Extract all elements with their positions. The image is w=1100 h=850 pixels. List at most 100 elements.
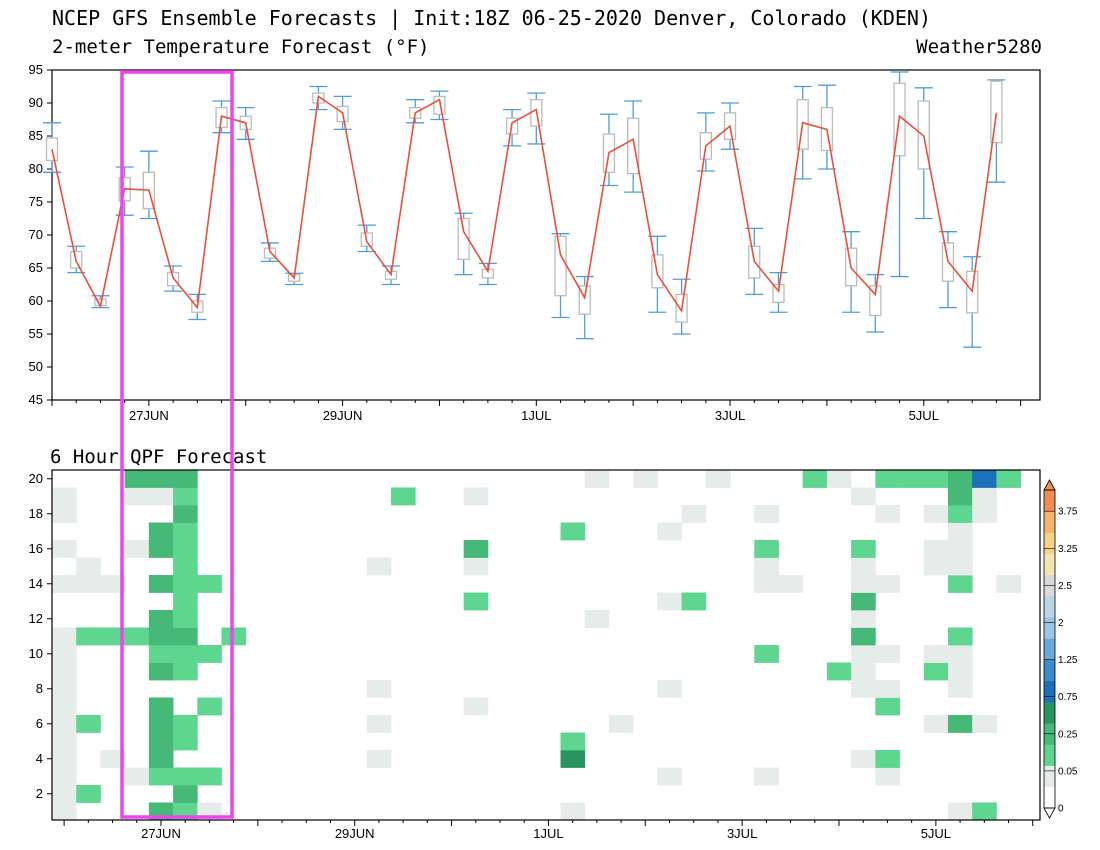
qpf-cell (875, 645, 900, 663)
qpf-y-tick-label: 4 (36, 751, 43, 766)
x-tick-label: 3JUL (715, 408, 745, 423)
qpf-cell (657, 522, 683, 541)
qpf-cell (148, 487, 174, 506)
qpf-cell (100, 575, 126, 593)
temperature-box-plot: 45 50 55 60 65 70 75 80 85 90 95 27JUN 29JUN 1JUL 3JUL… (29, 62, 1041, 423)
qpf-cell (875, 505, 900, 523)
y-tick-label: 60 (29, 293, 43, 308)
qpf-cell (802, 470, 828, 488)
qpf-cell (124, 767, 150, 786)
qpf-cell (875, 470, 900, 488)
qpf-cell (197, 697, 222, 716)
qpf-cell (754, 575, 779, 593)
qpf-cell (754, 540, 779, 558)
colorbar-label: 3.75 (1058, 507, 1078, 518)
qpf-y-tick-label: 16 (29, 541, 43, 556)
qpf-cell (754, 557, 779, 576)
qpf-cell (76, 715, 101, 733)
qpf-cell (923, 662, 949, 681)
colorbar-swatch (1044, 617, 1055, 639)
qpf-cell (947, 645, 973, 663)
qpf-cell (996, 470, 1022, 488)
box (578, 285, 591, 315)
qpf-x-tick-label: 29JUN (335, 826, 375, 841)
qpf-cell (173, 715, 198, 733)
qpf-cell (148, 750, 174, 768)
qpf-cell (851, 645, 876, 663)
qpf-cell (52, 732, 77, 751)
y-tick-label: 75 (29, 194, 43, 209)
credit-label: Weather5280 (916, 36, 1042, 58)
qpf-cell (947, 470, 973, 488)
qpf-cell (657, 767, 683, 786)
qpf-cell (148, 697, 174, 716)
qpf-cell (76, 575, 101, 593)
qpf-cell (851, 627, 876, 646)
qpf-cell (52, 662, 77, 681)
colorbar-label: 2 (1058, 618, 1064, 629)
qpf-cell (826, 662, 852, 681)
highlight-box (120, 70, 234, 819)
qpf-cell (366, 715, 392, 733)
qpf-cell (124, 487, 150, 506)
qpf-cell (923, 645, 949, 663)
x-tick-label: 27JUN (129, 408, 169, 423)
qpf-cell (681, 592, 707, 611)
colorbar-bottom-arrow (1043, 807, 1056, 819)
qpf-cell (366, 557, 392, 576)
qpf-cell (52, 785, 77, 803)
box (554, 235, 567, 297)
qpf-cell (875, 680, 900, 698)
qpf-y-tick-label: 18 (29, 506, 43, 521)
qpf-cell (923, 470, 949, 488)
qpf-cell (705, 470, 731, 488)
qpf-cell (947, 575, 973, 593)
y-tick-label: 50 (29, 359, 43, 374)
qpf-cell (754, 645, 779, 663)
qpf-cell (173, 732, 198, 751)
qpf-cell (947, 487, 973, 506)
qpf-cell (148, 470, 174, 488)
qpf-cell (124, 540, 150, 558)
qpf-cell (947, 680, 973, 698)
qpf-cell (76, 557, 101, 576)
qpf-cell (52, 575, 77, 593)
qpf-cell (366, 680, 392, 698)
box (166, 271, 180, 287)
qpf-cell (173, 505, 198, 523)
qpf-cell (875, 750, 900, 768)
qpf-colorbar: 0 0.05 0.25 0.75 1.25 2 2.5 3.25 3.75 (1043, 479, 1078, 819)
qpf-cell (947, 627, 973, 646)
qpf-cell (173, 470, 198, 488)
colorbar-swatch (1044, 532, 1055, 554)
colorbar-swatch (1044, 511, 1055, 533)
qpf-cell (148, 732, 174, 751)
y-tick-label: 80 (29, 161, 43, 176)
qpf-y-tick-label: 6 (36, 716, 43, 731)
y-tick-label: 85 (29, 128, 43, 143)
qpf-cell (923, 505, 949, 523)
qpf-cell (173, 610, 198, 628)
qpf-cell (923, 540, 949, 558)
qpf-cell (173, 592, 198, 611)
colorbar-swatch (1044, 553, 1055, 576)
qpf-cell (851, 575, 876, 593)
colorbar-swatch (1044, 659, 1055, 682)
qpf-cell (657, 680, 683, 698)
qpf-title: 6 Hour QPF Forecast (50, 446, 268, 468)
qpf-cell (996, 575, 1022, 593)
qpf-cell (148, 540, 174, 558)
qpf-cell (52, 540, 77, 558)
qpf-cell (560, 732, 586, 751)
qpf-cell (972, 715, 997, 733)
qpf-cell (972, 802, 997, 821)
y-tick-label: 90 (29, 95, 43, 110)
qpf-cell (52, 627, 77, 646)
qpf-cell (173, 557, 198, 576)
qpf-x-tick-label: 27JUN (141, 826, 181, 841)
temp-plot-frame (51, 69, 1041, 401)
qpf-cell (633, 470, 658, 488)
qpf-cell (851, 610, 876, 628)
highlight-overlay (120, 70, 234, 819)
